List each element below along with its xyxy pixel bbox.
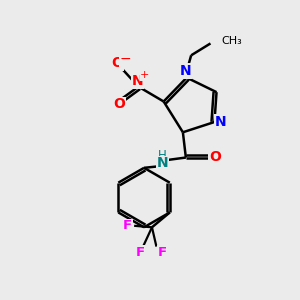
- Text: +: +: [140, 70, 150, 80]
- Text: F: F: [136, 246, 145, 259]
- Text: H: H: [158, 149, 167, 162]
- Text: O: O: [209, 150, 220, 164]
- Text: N: N: [132, 74, 144, 88]
- Text: F: F: [158, 246, 167, 259]
- Text: F: F: [123, 219, 132, 232]
- Text: CH₃: CH₃: [221, 36, 242, 46]
- Text: O: O: [112, 56, 124, 70]
- Text: N: N: [214, 115, 226, 129]
- Text: O: O: [113, 98, 125, 112]
- Text: −: −: [119, 52, 131, 66]
- Text: N: N: [156, 157, 168, 170]
- Text: N: N: [179, 64, 191, 78]
